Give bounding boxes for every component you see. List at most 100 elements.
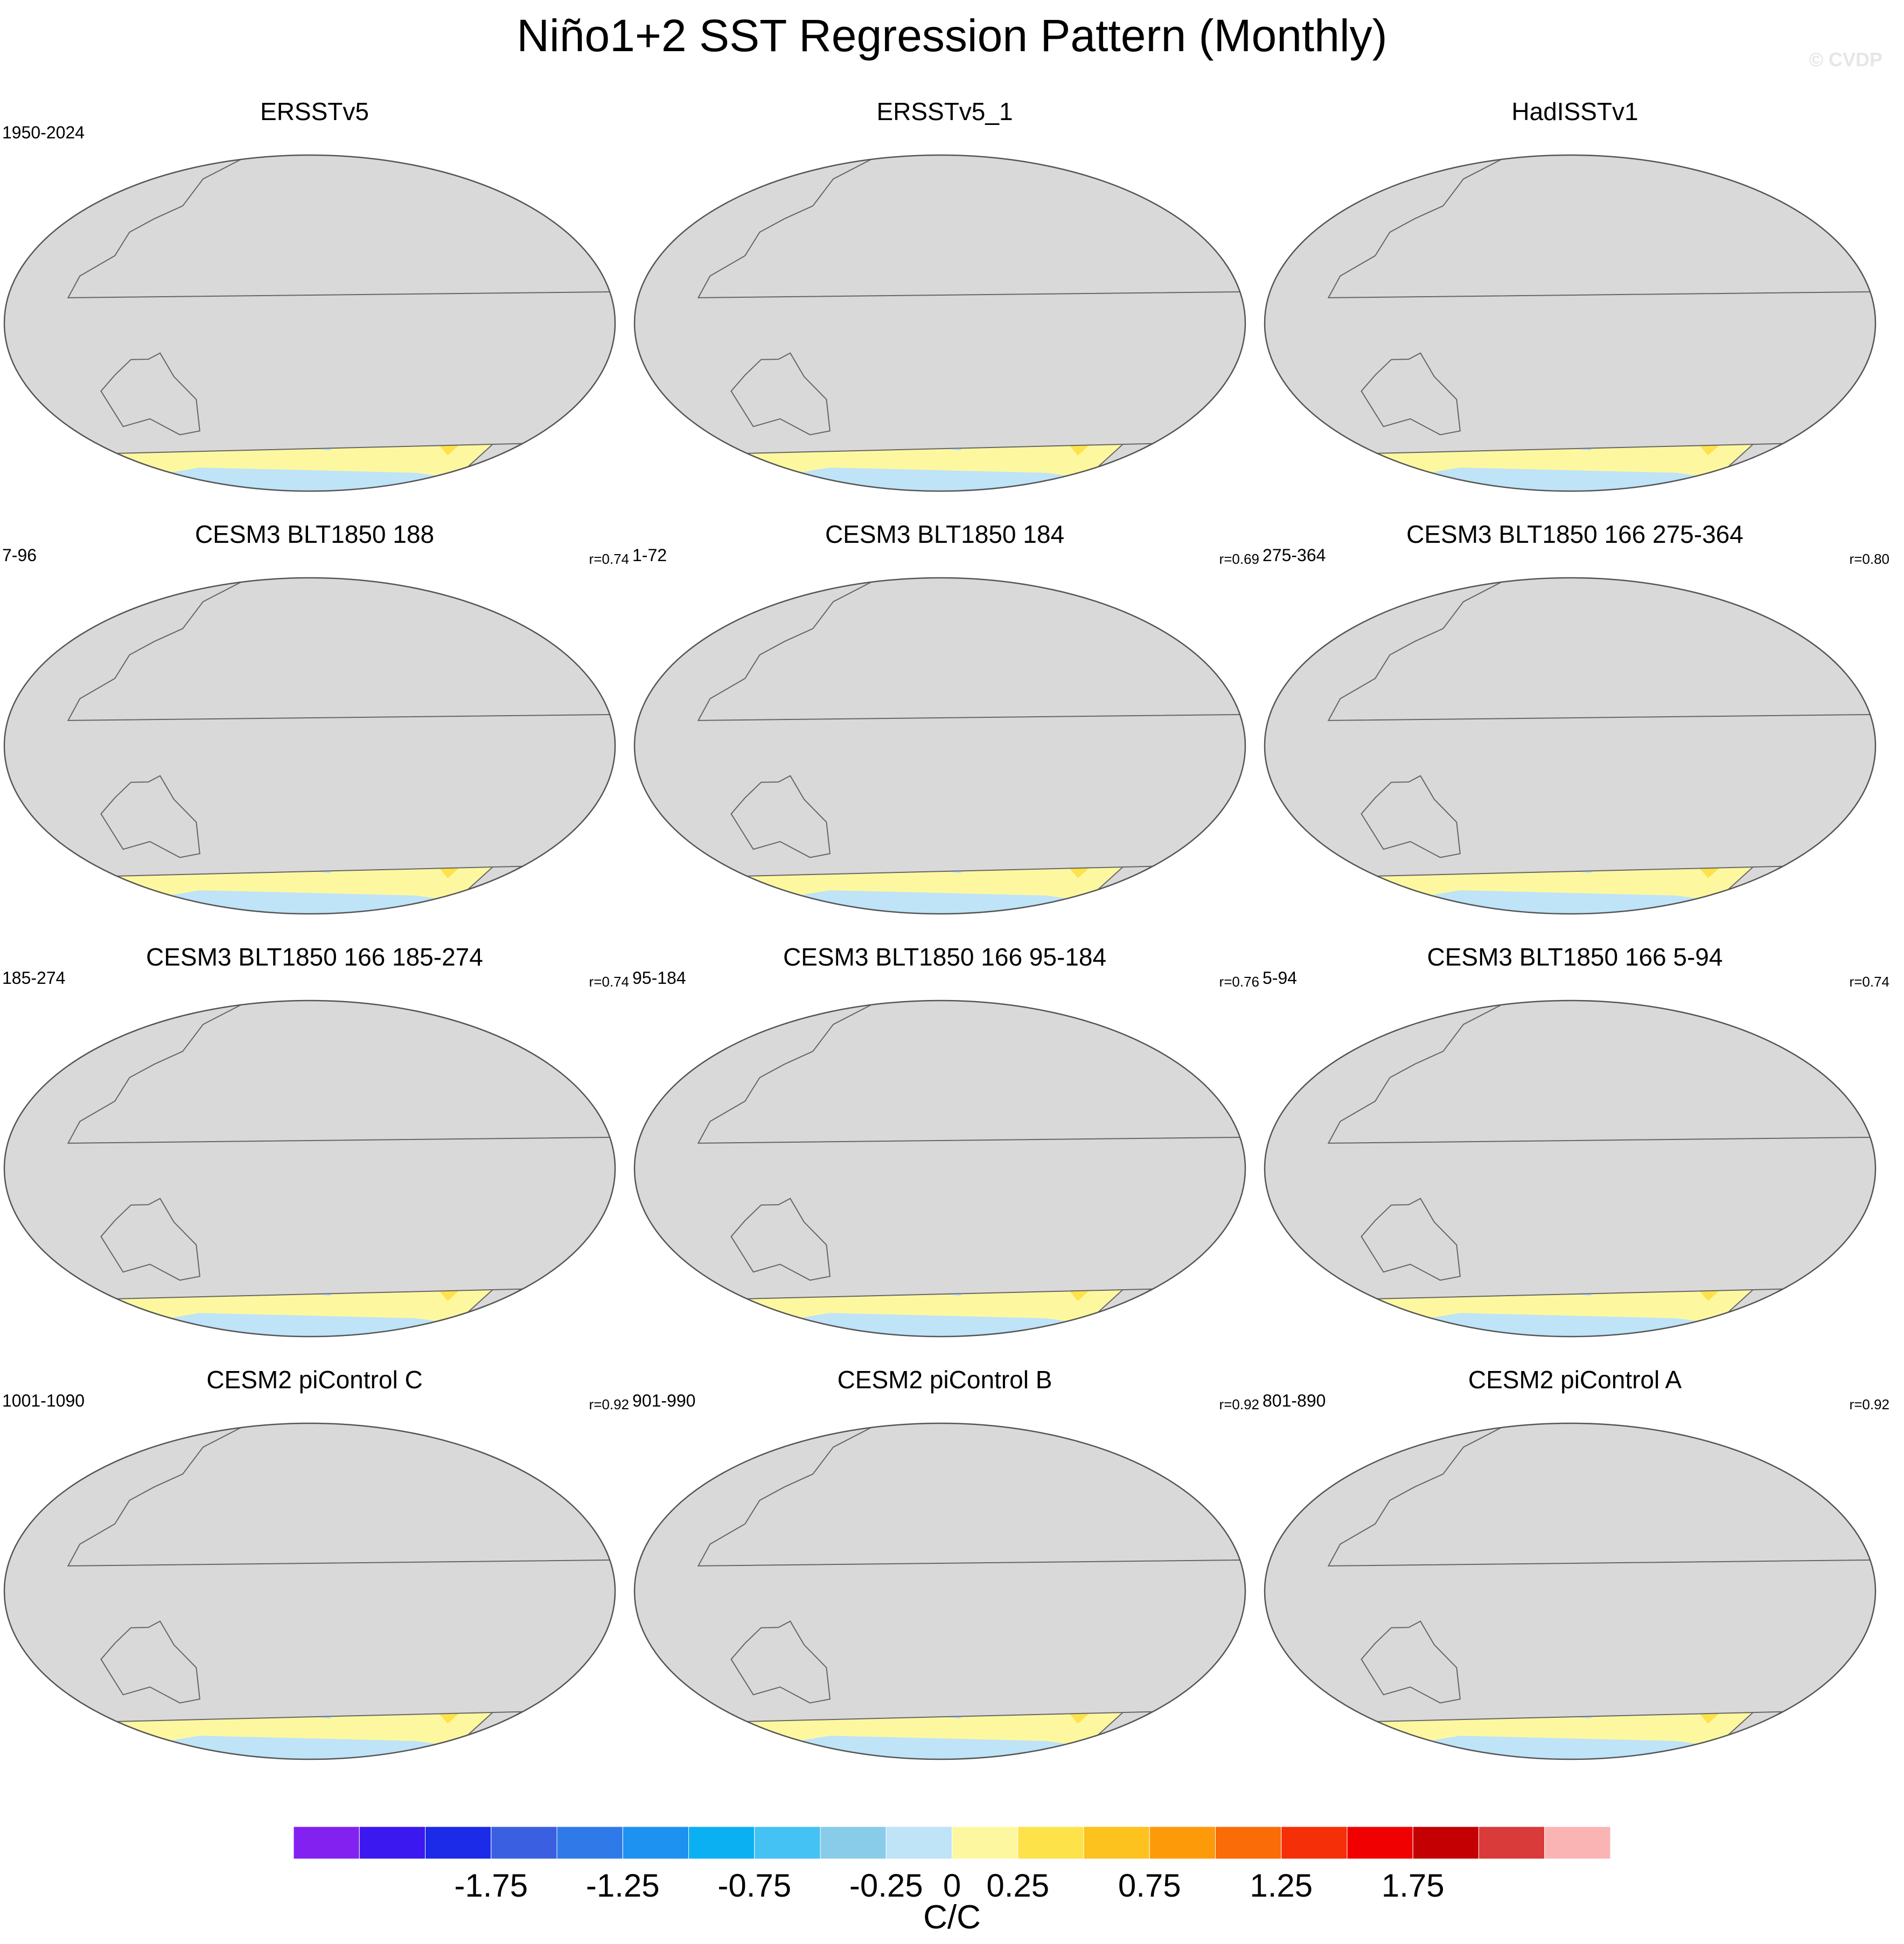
map-panel: CESM2 piControl A 801-890 r=0.92 [1260, 1365, 1889, 1791]
map-panel: CESM3 BLT1850 166 95-184 95-184 r=0.76 [630, 942, 1259, 1368]
colorbar-swatch [622, 1826, 689, 1859]
colorbar-swatch [754, 1826, 821, 1859]
panel-period: 1001-1090 [2, 1391, 85, 1410]
colorbar-tick-label: 1.75 [1382, 1868, 1445, 1901]
map-panel: HadISSTv1 [1260, 97, 1889, 522]
land-australia [730, 1620, 831, 1704]
panel-pattern-correlation: r=0.92 [1219, 1396, 1259, 1412]
map-outline [633, 999, 1246, 1338]
negative-anomaly-region [1286, 1736, 1854, 1759]
land-asia-east [697, 1001, 1245, 1144]
land-australia [100, 352, 200, 436]
colorbar-swatch [1478, 1826, 1545, 1859]
map-globe [3, 1422, 616, 1760]
panel-period: 901-990 [632, 1391, 696, 1410]
land-asia-east [67, 578, 615, 721]
land-australia [1361, 775, 1461, 858]
map-panel: CESM2 piControl B 901-990 r=0.92 [630, 1365, 1259, 1791]
map-panel: CESM3 BLT1850 166 275-364 275-364 r=0.80 [1260, 520, 1889, 945]
map-outline [1264, 154, 1877, 492]
land-asia-east [697, 155, 1245, 298]
panel-title: CESM3 BLT1850 188 [194, 520, 435, 548]
land-asia-east [1327, 1001, 1875, 1144]
panel-pattern-correlation: r=0.69 [1219, 551, 1259, 567]
map-globe [1264, 999, 1877, 1338]
panel-period: 1950-2024 [2, 123, 85, 142]
map-panel: CESM3 BLT1850 188 7-96 r=0.74 [0, 520, 629, 945]
colorbar-swatch [1149, 1826, 1216, 1859]
panel-period: 1-72 [632, 546, 667, 565]
negative-anomaly-region [25, 890, 594, 914]
panel-period: 801-890 [1263, 1391, 1326, 1410]
panel-period: 7-96 [2, 546, 37, 565]
colorbar-tick-label: -1.25 [586, 1868, 660, 1901]
panel-pattern-correlation: r=0.74 [589, 551, 629, 567]
panel-pattern-correlation: r=0.80 [1849, 551, 1889, 567]
land-asia-east [67, 1423, 615, 1567]
colorbar-swatch [294, 1826, 360, 1859]
land-australia [1361, 1198, 1461, 1281]
colorbar-swatch [1544, 1826, 1610, 1859]
panel-period: 95-184 [632, 968, 686, 988]
negative-anomaly-region [655, 890, 1224, 914]
land-asia-east [1327, 578, 1875, 721]
map-panel: CESM3 BLT1850 184 1-72 r=0.69 [630, 520, 1259, 945]
colorbar-tick-label: 0.25 [986, 1868, 1049, 1901]
colorbar: -1.75 -1.25 -0.75 -0.25 0 0.25 0.75 1.25 1.75 [294, 1826, 1610, 1901]
map-panel: ERSSTv5 1950-2024 [0, 97, 629, 522]
panel-period: 275-364 [1263, 546, 1326, 565]
map-globe [633, 154, 1246, 492]
map-outline [3, 1422, 616, 1760]
map-globe [633, 1422, 1246, 1760]
colorbar-swatch [885, 1826, 952, 1859]
land-asia-east [1327, 1423, 1875, 1567]
land-australia [730, 1198, 831, 1281]
colorbar-swatch [425, 1826, 492, 1859]
land-asia-east [1327, 155, 1875, 298]
panel-title: CESM3 BLT1850 166 275-364 [1406, 520, 1743, 548]
colorbar-swatch [1281, 1826, 1348, 1859]
map-outline [1264, 577, 1877, 915]
negative-anomaly-region [25, 1313, 594, 1337]
land-australia [100, 775, 200, 858]
colorbar-swatch [359, 1826, 426, 1859]
panel-pattern-correlation: r=0.76 [1219, 974, 1259, 990]
panel-title: CESM2 piControl C [206, 1366, 423, 1394]
map-outline [633, 577, 1246, 915]
panel-title: CESM2 piControl B [837, 1366, 1052, 1394]
map-globe [1264, 154, 1877, 492]
colorbar-tick-label: -1.75 [454, 1868, 528, 1901]
panel-pattern-correlation: r=0.74 [589, 974, 629, 990]
panel-period: 5-94 [1263, 968, 1298, 988]
map-outline [633, 154, 1246, 492]
colorbar-swatch [1215, 1826, 1282, 1859]
panel-title: ERSSTv5 [260, 97, 369, 125]
map-globe [633, 999, 1246, 1338]
map-panel: CESM3 BLT1850 166 185-274 185-274 r=0.74 [0, 942, 629, 1368]
map-outline [3, 154, 616, 492]
panel-title: HadISSTv1 [1511, 97, 1638, 125]
panel-pattern-correlation: r=0.74 [1849, 974, 1889, 990]
watermark: © CVDP [1809, 48, 1882, 71]
colorbar-tick-label: -0.75 [717, 1868, 791, 1901]
colorbar-tick-label: 0.75 [1118, 1868, 1181, 1901]
negative-anomaly-region [655, 467, 1224, 491]
map-outline [1264, 999, 1877, 1338]
main-title: Niño1+2 SST Regression Pattern (Monthly) [517, 10, 1387, 61]
panel-title: CESM3 BLT1850 184 [825, 520, 1065, 548]
map-globe [1264, 1422, 1877, 1760]
colorbar-units-label: C/C [923, 1899, 981, 1936]
land-asia-east [67, 1001, 615, 1144]
colorbar-tick-label: 1.25 [1250, 1868, 1313, 1901]
land-australia [100, 1198, 200, 1281]
colorbar-swatch [1017, 1826, 1084, 1859]
land-australia [100, 1620, 200, 1704]
map-globe [3, 999, 616, 1338]
panel-pattern-correlation: r=0.92 [589, 1396, 629, 1412]
land-australia [1361, 352, 1461, 436]
negative-anomaly-region [655, 1313, 1224, 1337]
map-panel: CESM3 BLT1850 166 5-94 5-94 r=0.74 [1260, 942, 1889, 1368]
map-panel: ERSSTv5_1 [630, 97, 1259, 522]
colorbar-tick-label: -0.25 [849, 1868, 923, 1901]
panel-period: 185-274 [2, 968, 66, 988]
